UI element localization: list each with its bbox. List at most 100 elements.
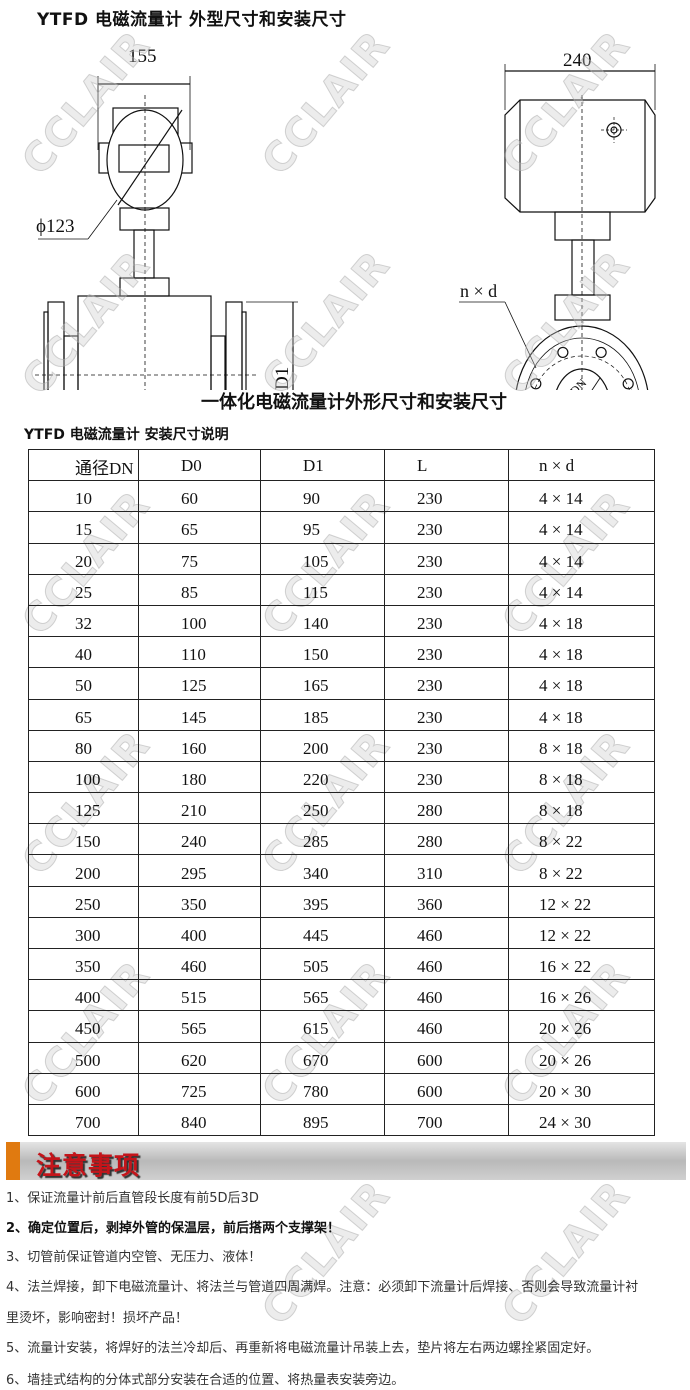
accent-bar [6, 1142, 20, 1180]
table-cell: 40 [28, 636, 139, 669]
dimension-table: 通径DN D0 D1 L n × d 10 60 90 230 4 × 14 15 65 95… [28, 448, 655, 1137]
table-cell: 20 [28, 542, 139, 575]
table-cell: 350 [28, 947, 139, 981]
table-cell: 185 [260, 698, 385, 731]
table-cell: 80 [28, 729, 139, 762]
table-cell: 620 [138, 1041, 261, 1074]
table-cell: 25 [28, 573, 139, 606]
dim-240: 240 [563, 50, 592, 71]
table-cell: 24 × 30 [508, 1103, 655, 1137]
table-row: 50 125 165 230 4 × 18 [28, 667, 655, 700]
table-row: 700 840 895 700 24 × 30 [28, 1103, 655, 1137]
table-cell: 450 [28, 1010, 139, 1043]
header-cell: 通径DN [28, 448, 139, 482]
table-cell: 460 [138, 947, 261, 981]
table-cell: 20 × 26 [508, 1010, 655, 1043]
table-cell: 895 [260, 1103, 385, 1137]
diagram-caption: 一体化电磁流量计外形尺寸和安装尺寸 [201, 392, 507, 413]
table-cell: 4 × 18 [508, 698, 655, 731]
table-cell: 165 [260, 667, 385, 700]
table-cell: 12 × 22 [508, 885, 655, 918]
table-cell: 565 [260, 979, 385, 1012]
table-cell: 65 [28, 698, 139, 731]
table-row: 125 210 250 280 8 × 18 [28, 792, 655, 825]
table-cell: 90 [260, 480, 385, 513]
table-cell: 360 [384, 885, 509, 918]
table-cell: 160 [138, 729, 261, 762]
dim-155: 155 [128, 46, 157, 67]
table-cell: 400 [138, 916, 261, 950]
table-cell: 395 [260, 885, 385, 918]
table-cell: 725 [138, 1072, 261, 1105]
table-cell: 105 [260, 542, 385, 575]
table-cell: 4 × 18 [508, 667, 655, 700]
table-cell: 100 [28, 760, 139, 794]
table-cell: 200 [28, 854, 139, 887]
table-cell: 230 [384, 760, 509, 794]
table-cell: 565 [138, 1010, 261, 1043]
table-cell: 220 [260, 760, 385, 794]
table-cell: 285 [260, 823, 385, 856]
table-cell: 230 [384, 636, 509, 669]
dimension-drawing: 155 ϕ123 D1 L 240 [35, 46, 656, 390]
table-cell: 230 [384, 480, 509, 513]
table-cell: 15 [28, 511, 139, 544]
table-cell: 150 [260, 636, 385, 669]
table-cell: 20 × 26 [508, 1041, 655, 1074]
notes-heading: 注意事项 [36, 1151, 141, 1180]
table-cell: 280 [384, 823, 509, 856]
main-title: YTFD 电磁流量计 外型尺寸和安装尺寸 [37, 10, 347, 30]
table-cell: 85 [138, 573, 261, 606]
table-cell: 230 [384, 542, 509, 575]
table-row: 500 620 670 600 20 × 26 [28, 1041, 655, 1074]
table-cell: 460 [384, 947, 509, 981]
table-cell: 615 [260, 1010, 385, 1043]
table-cell: 230 [384, 511, 509, 544]
table-header-row: 通径DN D0 D1 L n × d [28, 448, 655, 482]
table-cell: 230 [384, 729, 509, 762]
table-cell: 250 [28, 885, 139, 918]
table-row: 600 725 780 600 20 × 30 [28, 1072, 655, 1105]
table-cell: 8 × 18 [508, 760, 655, 794]
table-cell: 840 [138, 1103, 261, 1137]
table-cell: 340 [260, 854, 385, 887]
table-cell: 700 [28, 1103, 139, 1137]
table-cell: 780 [260, 1072, 385, 1105]
table-cell: 200 [260, 729, 385, 762]
table-cell: 460 [384, 1010, 509, 1043]
header-cell: n × d [508, 448, 655, 482]
table-cell: 515 [138, 979, 261, 1012]
table-row: 100 180 220 230 8 × 18 [28, 760, 655, 794]
table-cell: 8 × 22 [508, 854, 655, 887]
table-row: 80 160 200 230 8 × 18 [28, 729, 655, 762]
table-row: 32 100 140 230 4 × 18 [28, 604, 655, 638]
table-cell: 600 [384, 1072, 509, 1105]
table-cell: 670 [260, 1041, 385, 1074]
table-row: 200 295 340 310 8 × 22 [28, 854, 655, 887]
label-nxd: n × d [460, 281, 497, 301]
table-cell: 20 × 30 [508, 1072, 655, 1105]
table-cell: 100 [138, 604, 261, 638]
table-cell: 4 × 14 [508, 480, 655, 513]
table-row: 400 515 565 460 16 × 26 [28, 979, 655, 1012]
table-cell: 230 [384, 667, 509, 700]
table-cell: 700 [384, 1103, 509, 1137]
side-view: 240 n × d D0 DN [459, 50, 656, 390]
table-cell: 32 [28, 604, 139, 638]
table-cell: 125 [28, 792, 139, 825]
table-cell: 8 × 18 [508, 792, 655, 825]
dim-d1: D1 [272, 367, 293, 390]
table-cell: 60 [138, 480, 261, 513]
table-cell: 4 × 14 [508, 542, 655, 575]
table-cell: 600 [384, 1041, 509, 1074]
table-row: 350 460 505 460 16 × 22 [28, 947, 655, 981]
table-cell: 400 [28, 979, 139, 1012]
table-row: 300 400 445 460 12 × 22 [28, 916, 655, 950]
table-cell: 75 [138, 542, 261, 575]
table-cell: 295 [138, 854, 261, 887]
table-cell: 445 [260, 916, 385, 950]
table-cell: 210 [138, 792, 261, 825]
note-item: 6、墙挂式结构的分体式部分安装在合适的位置、将热量表安装旁边。 [6, 1373, 405, 1388]
table-row: 40 110 150 230 4 × 18 [28, 636, 655, 669]
table-cell: 8 × 18 [508, 729, 655, 762]
